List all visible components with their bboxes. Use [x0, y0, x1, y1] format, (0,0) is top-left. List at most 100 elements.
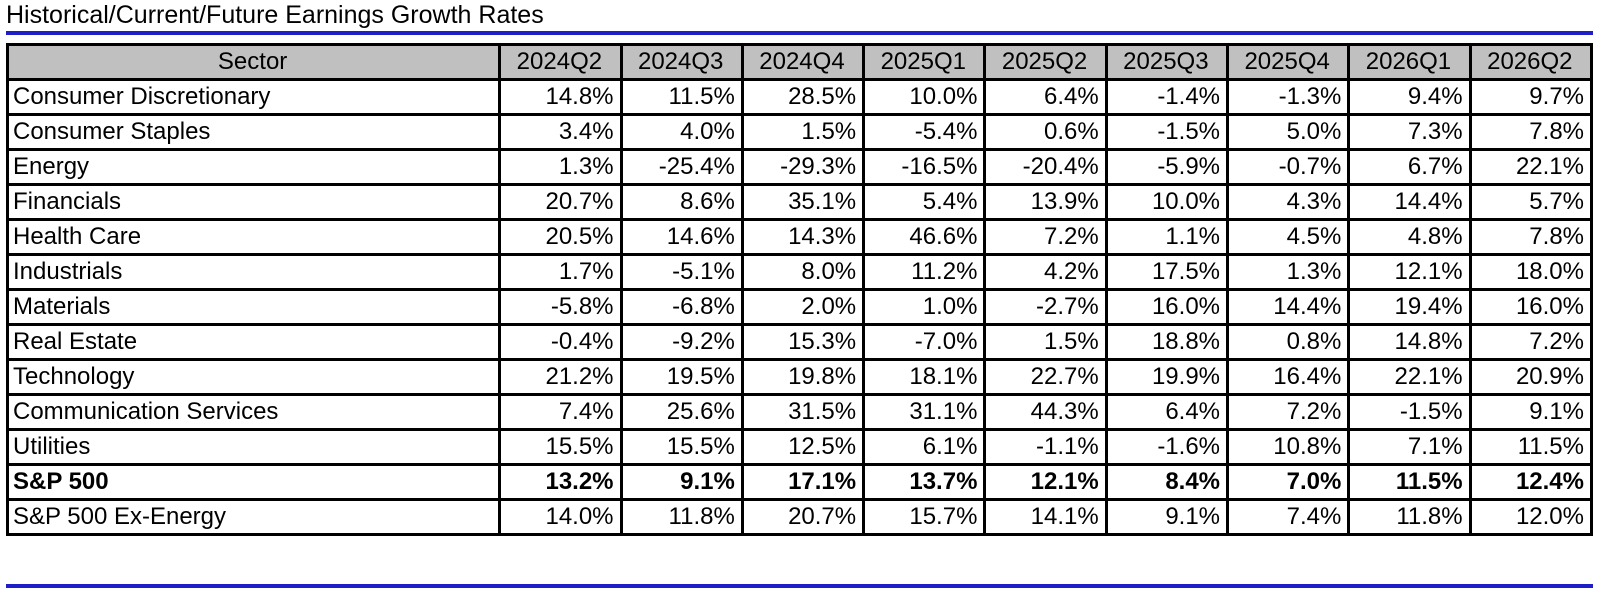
growth-value-cell: 11.5%: [1468, 428, 1594, 466]
sector-name-cell: Consumer Staples: [5, 113, 502, 151]
growth-value-cell: -5.4%: [862, 113, 987, 151]
growth-value-cell: 7.1%: [1347, 428, 1472, 466]
sector-name-cell: Materials: [5, 288, 502, 326]
table-body: Consumer Discretionary 14.8% 11.5% 28.5% 10.…: [5, 78, 1594, 536]
sector-name-cell: S&P 500 Ex-Energy: [5, 498, 502, 536]
growth-value-cell: 1.0%: [862, 288, 987, 326]
sector-name-cell: Energy: [5, 148, 502, 186]
earnings-growth-table: Sector 2024Q2 2024Q3 2024Q4 2025Q1 2025Q2 2025…: [5, 43, 1594, 536]
growth-value-cell: 7.3%: [1347, 113, 1472, 151]
table-row: Energy 1.3% -25.4% -29.3% -16.5% -20.4% -5.9% -…: [5, 148, 1594, 186]
growth-value-cell: 14.4%: [1226, 288, 1351, 326]
growth-value-cell: 18.0%: [1468, 253, 1594, 291]
growth-value-cell: 4.5%: [1226, 218, 1351, 256]
growth-value-cell: 7.0%: [1226, 463, 1351, 501]
column-header-2025q2: 2025Q2: [983, 43, 1108, 81]
growth-value-cell: 9.7%: [1468, 78, 1594, 116]
growth-value-cell: 31.5%: [740, 393, 866, 431]
growth-value-cell: 11.5%: [619, 78, 744, 116]
growth-value-cell: 9.1%: [1468, 393, 1594, 431]
column-header-2025q3: 2025Q3: [1104, 43, 1230, 81]
growth-value-cell: 1.5%: [740, 113, 866, 151]
growth-value-cell: 25.6%: [619, 393, 744, 431]
growth-value-cell: -1.5%: [1347, 393, 1472, 431]
growth-value-cell: -7.0%: [862, 323, 987, 361]
growth-value-cell: 14.8%: [1347, 323, 1472, 361]
growth-value-cell: 9.4%: [1347, 78, 1472, 116]
table-row: Utilities 15.5% 15.5% 12.5% 6.1% -1.1% -1.6% 10…: [5, 428, 1594, 466]
sector-name-cell: Real Estate: [5, 323, 502, 361]
growth-value-cell: 5.7%: [1468, 183, 1594, 221]
sector-name-cell: Communication Services: [5, 393, 502, 431]
column-header-2026q1: 2026Q1: [1347, 43, 1472, 81]
table-row: S&P 500 13.2% 9.1% 17.1% 13.7% 12.1% 8.4% 7.0% 1…: [5, 463, 1594, 501]
growth-value-cell: 14.0%: [498, 498, 623, 536]
growth-value-cell: 16.0%: [1104, 288, 1230, 326]
growth-value-cell: 15.5%: [619, 428, 744, 466]
growth-value-cell: 10.8%: [1226, 428, 1351, 466]
sector-name-cell: Industrials: [5, 253, 502, 291]
growth-value-cell: 12.1%: [1347, 253, 1472, 291]
table-row: Consumer Discretionary 14.8% 11.5% 28.5% 10.…: [5, 78, 1594, 116]
growth-value-cell: 6.4%: [1104, 393, 1230, 431]
growth-value-cell: 7.2%: [1226, 393, 1351, 431]
sector-name-cell: Technology: [5, 358, 502, 396]
growth-value-cell: 4.8%: [1347, 218, 1472, 256]
growth-value-cell: 6.7%: [1347, 148, 1472, 186]
growth-value-cell: -1.6%: [1104, 428, 1230, 466]
growth-value-cell: 0.6%: [983, 113, 1108, 151]
column-header-2024q4: 2024Q4: [740, 43, 866, 81]
growth-value-cell: 8.6%: [619, 183, 744, 221]
growth-value-cell: 7.8%: [1468, 218, 1594, 256]
growth-value-cell: 9.1%: [1104, 498, 1230, 536]
growth-value-cell: 2.0%: [740, 288, 866, 326]
sector-name-cell: S&P 500: [5, 463, 502, 501]
growth-value-cell: 12.4%: [1468, 463, 1594, 501]
growth-value-cell: 15.3%: [740, 323, 866, 361]
growth-value-cell: -0.7%: [1226, 148, 1351, 186]
growth-value-cell: 14.8%: [498, 78, 623, 116]
growth-value-cell: 19.9%: [1104, 358, 1230, 396]
growth-value-cell: 13.2%: [498, 463, 623, 501]
growth-value-cell: 7.8%: [1468, 113, 1594, 151]
growth-value-cell: -20.4%: [983, 148, 1108, 186]
growth-value-cell: -29.3%: [740, 148, 866, 186]
sector-name-cell: Consumer Discretionary: [5, 78, 502, 116]
growth-value-cell: -5.9%: [1104, 148, 1230, 186]
table-row: Real Estate -0.4% -9.2% 15.3% -7.0% 1.5% 18.8%…: [5, 323, 1594, 361]
growth-value-cell: 1.5%: [983, 323, 1108, 361]
growth-value-cell: 17.5%: [1104, 253, 1230, 291]
growth-value-cell: -2.7%: [983, 288, 1108, 326]
column-header-2024q3: 2024Q3: [619, 43, 744, 81]
growth-value-cell: 4.3%: [1226, 183, 1351, 221]
growth-value-cell: 4.0%: [619, 113, 744, 151]
growth-value-cell: -1.3%: [1226, 78, 1351, 116]
growth-value-cell: 10.0%: [862, 78, 987, 116]
sector-name-cell: Financials: [5, 183, 502, 221]
table-row: Communication Services 7.4% 25.6% 31.5% 31.1…: [5, 393, 1594, 431]
table-row: Technology 21.2% 19.5% 19.8% 18.1% 22.7% 19.9%…: [5, 358, 1594, 396]
growth-value-cell: 18.1%: [862, 358, 987, 396]
growth-value-cell: 28.5%: [740, 78, 866, 116]
growth-value-cell: 19.8%: [740, 358, 866, 396]
growth-value-cell: 31.1%: [862, 393, 987, 431]
table-row: Financials 20.7% 8.6% 35.1% 5.4% 13.9% 10.0% 4.…: [5, 183, 1594, 221]
growth-value-cell: -1.4%: [1104, 78, 1230, 116]
table-row: Materials -5.8% -6.8% 2.0% 1.0% -2.7% 16.0% 14.…: [5, 288, 1594, 326]
column-header-2025q1: 2025Q1: [862, 43, 987, 81]
growth-value-cell: 7.4%: [1226, 498, 1351, 536]
growth-value-cell: 1.7%: [498, 253, 623, 291]
growth-value-cell: 15.7%: [862, 498, 987, 536]
growth-value-cell: 14.4%: [1347, 183, 1472, 221]
growth-value-cell: 46.6%: [862, 218, 987, 256]
growth-value-cell: 12.1%: [983, 463, 1108, 501]
growth-value-cell: 17.1%: [740, 463, 866, 501]
growth-value-cell: 20.7%: [498, 183, 623, 221]
growth-value-cell: 7.4%: [498, 393, 623, 431]
page-title: Historical/Current/Future Earnings Growt…: [6, 1, 544, 29]
top-rule: [6, 31, 1593, 35]
growth-value-cell: 8.0%: [740, 253, 866, 291]
growth-value-cell: 15.5%: [498, 428, 623, 466]
growth-value-cell: 11.8%: [619, 498, 744, 536]
growth-value-cell: 44.3%: [983, 393, 1108, 431]
